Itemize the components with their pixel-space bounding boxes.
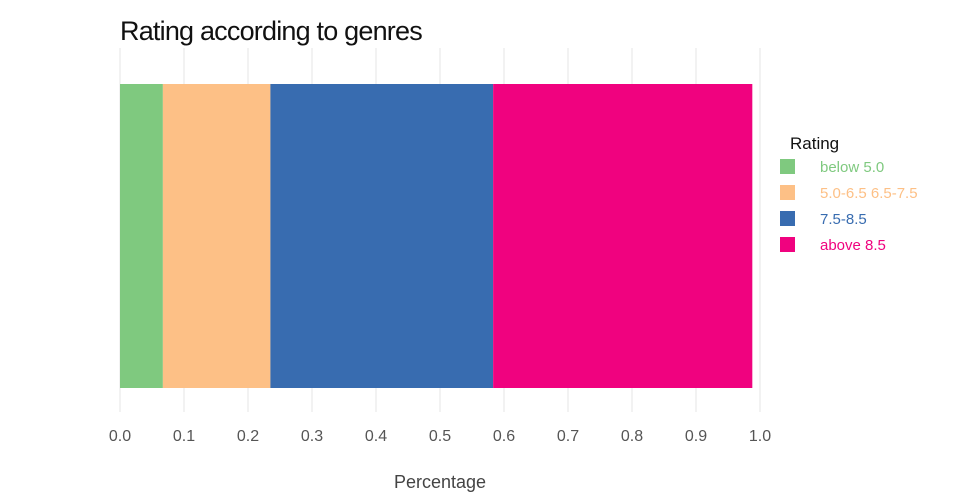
legend-swatch xyxy=(780,237,795,252)
legend-title: Rating xyxy=(790,134,839,153)
x-tick-label: 0.2 xyxy=(237,428,259,445)
bar-segment xyxy=(270,84,494,388)
legend-label: 5.0-6.5 6.5-7.5 xyxy=(820,185,918,202)
x-tick-label: 0.4 xyxy=(365,428,387,445)
x-tick-label: 0.9 xyxy=(685,428,707,445)
legend: Rating below 5.0 5.0-6.5 6.5-7.5 7.5-8.5 ab… xyxy=(780,134,918,254)
x-tick-label: 0.1 xyxy=(173,428,195,445)
legend-swatch xyxy=(780,159,795,174)
x-tick-label: 0.3 xyxy=(301,428,323,445)
legend-label: below 5.0 xyxy=(820,159,884,176)
bar-segment xyxy=(120,84,163,388)
legend-swatch xyxy=(780,211,795,226)
chart-title: Rating according to genres xyxy=(120,16,422,46)
bar-segment xyxy=(162,84,271,388)
x-axis-title: Percentage xyxy=(394,472,486,492)
x-tick-label: 0.8 xyxy=(621,428,643,445)
legend-swatch xyxy=(780,185,795,200)
legend-label: 7.5-8.5 xyxy=(820,211,867,228)
x-tick-label: 0.5 xyxy=(429,428,451,445)
stacked-bar xyxy=(120,84,753,388)
x-tick-label: 0.0 xyxy=(109,428,131,445)
x-tick-label: 1.0 xyxy=(749,428,771,445)
bar-segment xyxy=(493,84,753,388)
x-tick-label: 0.7 xyxy=(557,428,579,445)
x-axis-ticks: 0.0 0.1 0.2 0.3 0.4 0.5 0.6 0.7 0.8 0.9 1.0 xyxy=(109,428,771,445)
legend-label: above 8.5 xyxy=(820,237,886,254)
x-tick-label: 0.6 xyxy=(493,428,515,445)
